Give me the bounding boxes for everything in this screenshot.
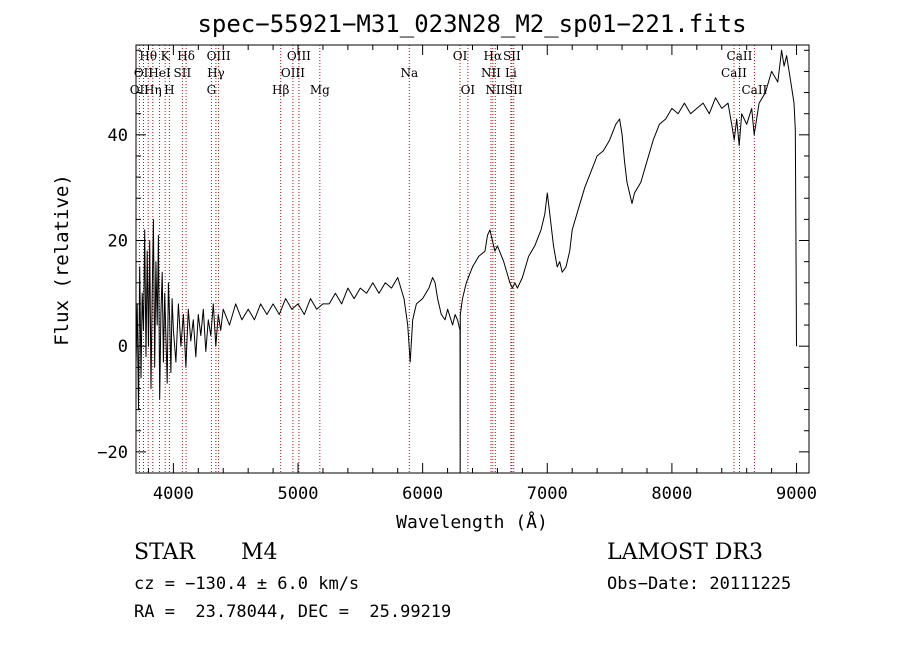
- line-label-OI-6363: OI: [461, 83, 476, 97]
- x-tick-label: 6000: [402, 484, 443, 504]
- line-label-Hgamma: Hγ: [207, 66, 225, 80]
- line-label-Li: Li: [505, 66, 517, 80]
- chart-title: spec−55921−M31_023N28_M2_sp01−221.fits: [197, 10, 746, 38]
- x-tick-label: 9000: [776, 484, 817, 504]
- object-class: STAR: [134, 540, 195, 565]
- line-label-Heta: Hη: [144, 83, 162, 97]
- line-label-Mg: Mg: [310, 83, 330, 97]
- x-tick-label: 4000: [153, 484, 194, 504]
- line-label-Na: Na: [400, 66, 418, 80]
- y-axis-ticks: −20 0 20 40: [97, 49, 809, 463]
- emission-line-markers: [138, 45, 755, 473]
- line-label-OI-6300: OI: [453, 49, 468, 63]
- redshift-velocity: cz = −130.4 ± 6.0 km/s: [134, 574, 360, 594]
- line-label-SII-6716: SII: [503, 49, 521, 63]
- line-label-OIII-4959: OIII: [281, 66, 305, 80]
- y-tick-label: 20: [108, 232, 128, 252]
- y-tick-label: 40: [108, 126, 128, 146]
- line-label-Halpha: Hα: [484, 49, 503, 63]
- line-label-CaII-8542: CaII: [727, 49, 753, 63]
- object-subclass: M4: [241, 540, 278, 565]
- plot-frame: [135, 44, 810, 474]
- x-axis-label: Wavelength (Å): [396, 511, 548, 533]
- y-tick-label: 0: [118, 337, 128, 357]
- survey-name: LAMOST DR3: [607, 540, 763, 565]
- y-axis-label: Flux (relative): [51, 174, 73, 346]
- line-label-HeI: HeI: [148, 66, 171, 80]
- line-label-OII: OII: [130, 83, 150, 97]
- line-label-G: G: [207, 83, 217, 97]
- x-axis-ticks: 4000 5000 6000 7000 8000 9000: [147, 45, 817, 504]
- series-line-flux: [135, 49, 797, 474]
- y-tick-label: −20: [97, 443, 128, 463]
- x-tick-label: 8000: [651, 484, 692, 504]
- coordinates: RA = 23.78044, DEC = 25.99219: [134, 602, 452, 622]
- line-label-K: K: [161, 49, 171, 63]
- line-label-NII-6583: NII: [485, 83, 505, 97]
- x-tick-label: 7000: [527, 484, 568, 504]
- line-label-H: H: [164, 83, 174, 97]
- line-label-OIII-4363: OIII: [207, 49, 231, 63]
- observation-date: Obs−Date: 20111225: [607, 574, 792, 594]
- line-label-NII-6548: NII: [481, 66, 501, 80]
- line-label-Hbeta: Hβ: [272, 83, 289, 97]
- line-label-CaII-8498: CaII: [721, 66, 747, 80]
- x-tick-label: 5000: [278, 484, 319, 504]
- line-label-OII-b: OII: [134, 66, 154, 80]
- series-layer: [135, 49, 797, 474]
- emission-line-labels: OIIHθOIIHηHeIKHSIIHδGOIIIHγHβOIIIOIIIMgN…: [130, 49, 768, 97]
- line-label-SII-6731: SII: [505, 83, 523, 97]
- line-label-OIII-5007: OIII: [287, 49, 311, 63]
- line-label-SII-4072: SII: [174, 66, 192, 80]
- line-label-CaII-8662: CaII: [741, 83, 767, 97]
- line-label-Htheta: Hθ: [139, 49, 157, 63]
- line-label-Hdelta: Hδ: [177, 49, 195, 63]
